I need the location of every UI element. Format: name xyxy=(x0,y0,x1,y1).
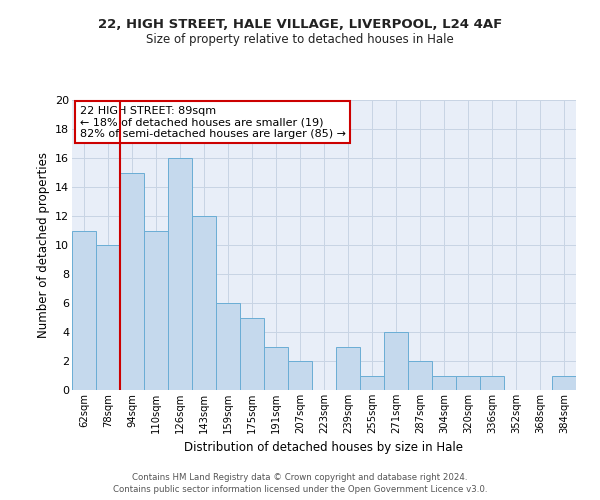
Bar xyxy=(384,332,408,390)
Bar xyxy=(264,346,288,390)
Bar xyxy=(96,245,120,390)
Bar xyxy=(72,230,96,390)
Bar xyxy=(552,376,576,390)
Text: 22 HIGH STREET: 89sqm
← 18% of detached houses are smaller (19)
82% of semi-deta: 22 HIGH STREET: 89sqm ← 18% of detached … xyxy=(80,106,346,139)
Bar xyxy=(408,361,432,390)
Bar xyxy=(456,376,480,390)
Text: Contains public sector information licensed under the Open Government Licence v3: Contains public sector information licen… xyxy=(113,485,487,494)
Text: Size of property relative to detached houses in Hale: Size of property relative to detached ho… xyxy=(146,32,454,46)
Bar xyxy=(336,346,360,390)
Bar xyxy=(168,158,192,390)
Bar xyxy=(240,318,264,390)
Bar xyxy=(432,376,456,390)
Bar xyxy=(288,361,312,390)
Bar xyxy=(192,216,216,390)
Bar xyxy=(144,230,168,390)
Bar xyxy=(360,376,384,390)
Bar xyxy=(120,172,144,390)
Text: 22, HIGH STREET, HALE VILLAGE, LIVERPOOL, L24 4AF: 22, HIGH STREET, HALE VILLAGE, LIVERPOOL… xyxy=(98,18,502,30)
Text: Contains HM Land Registry data © Crown copyright and database right 2024.: Contains HM Land Registry data © Crown c… xyxy=(132,472,468,482)
X-axis label: Distribution of detached houses by size in Hale: Distribution of detached houses by size … xyxy=(185,442,464,454)
Bar xyxy=(216,303,240,390)
Bar xyxy=(480,376,504,390)
Y-axis label: Number of detached properties: Number of detached properties xyxy=(37,152,50,338)
